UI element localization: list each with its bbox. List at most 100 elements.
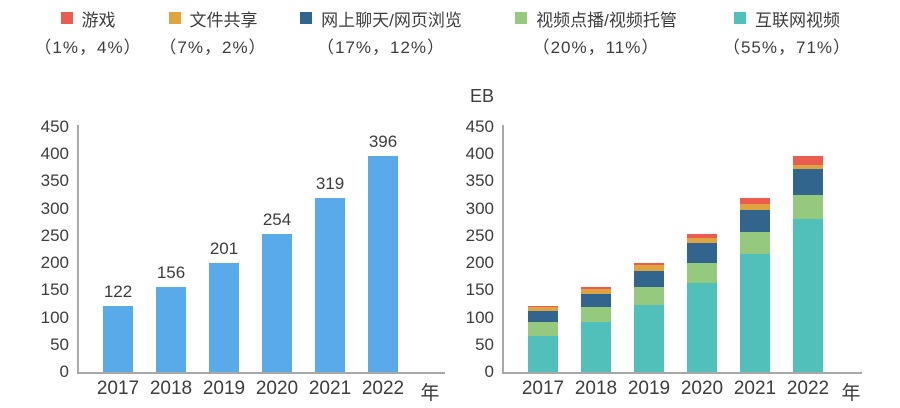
x-tick-label: 2017 — [96, 378, 140, 399]
x-tick-label: 2018 — [149, 378, 193, 399]
y-tick-label: 50 — [475, 334, 494, 354]
x-tick-label: 2019 — [202, 378, 246, 399]
x-tick-label: 2018 — [574, 378, 618, 399]
legend-swatch — [515, 12, 528, 24]
stacked-segment — [528, 322, 558, 336]
legend-entry: 游戏 — [60, 6, 116, 30]
stacked-segment — [634, 265, 664, 271]
y-tick-label: 250 — [40, 225, 69, 245]
stacked-segment — [528, 305, 558, 307]
y-tick-label: 0 — [59, 362, 69, 381]
legend-item: 文件共享 （7%，2%） — [152, 6, 274, 58]
x-tick-label: 2020 — [680, 378, 724, 399]
bar-value-label: 156 — [156, 263, 186, 283]
legend-swatch — [168, 12, 181, 24]
stacked-segment — [793, 165, 823, 170]
legend-entry: 文件共享 — [168, 6, 258, 30]
y-tick-label: 50 — [50, 334, 69, 354]
x-tick-label: 2022 — [361, 378, 405, 399]
legend-label: 网上聊天/网页浏览 — [321, 10, 462, 30]
stacked-segment — [687, 233, 717, 238]
bar — [368, 156, 398, 372]
bar — [209, 262, 239, 372]
y-tick-label: 450 — [465, 117, 494, 136]
y-tick-label: 400 — [465, 144, 494, 164]
y-axis-line — [502, 125, 504, 372]
y-tick-label: 250 — [465, 225, 494, 245]
stacked-segment — [793, 169, 823, 196]
legend-entry: 网上聊天/网页浏览 — [300, 6, 462, 30]
stacked-segment — [740, 198, 770, 205]
stacked-segment — [581, 322, 611, 372]
legend-label: 游戏 — [81, 10, 116, 30]
y-tick-label: 100 — [465, 307, 494, 327]
legend-item: 网上聊天/网页浏览 （17%，12%） — [297, 6, 465, 58]
y-tick-label: 200 — [465, 253, 494, 273]
x-tick-label: 2019 — [627, 378, 671, 399]
y-tick-label: 450 — [40, 117, 69, 136]
stacked-segment — [634, 262, 664, 266]
stacked-segment — [740, 204, 770, 210]
legend-swatch — [60, 12, 73, 24]
bar-value-label: 396 — [368, 132, 398, 152]
stacked-segment — [634, 270, 664, 288]
stacked-segment — [581, 288, 611, 294]
bar-value-label: 122 — [103, 281, 133, 301]
y-tick-label: 150 — [465, 280, 494, 300]
legend-item: 视频点播/视频托管 （20%，11%） — [510, 6, 682, 58]
stacked-segment — [793, 195, 823, 219]
y-tick-label: 400 — [40, 144, 69, 164]
x-tick-label: 2021 — [308, 378, 352, 399]
stacked-segment — [740, 209, 770, 233]
x-tick-label: 2021 — [733, 378, 777, 399]
stacked-segment — [687, 282, 717, 372]
bar-value-label: 254 — [262, 209, 292, 229]
legend-item: 游戏 （1%，4%） — [28, 6, 148, 58]
stacked-segment — [528, 311, 558, 323]
stacked-segment — [528, 306, 558, 311]
bar — [262, 233, 292, 372]
legend-label: 视频点播/视频托管 — [536, 10, 677, 30]
stacked-segment — [528, 335, 558, 372]
y-tick-label: 350 — [465, 171, 494, 191]
stacked-segment — [581, 287, 611, 289]
y-tick-label: 100 — [40, 307, 69, 327]
stacked-segment — [740, 254, 770, 372]
x-tick-label: 2022 — [786, 378, 830, 399]
x-axis-line — [502, 372, 862, 374]
stacked-segment — [793, 156, 823, 166]
stacked-segment — [687, 262, 717, 283]
stacked-segment — [687, 237, 717, 243]
y-tick-label: 300 — [465, 198, 494, 218]
stacked-segment — [740, 232, 770, 255]
x-tick-label: 2017 — [521, 378, 565, 399]
stacked-segment — [634, 287, 664, 306]
stacked-segment — [581, 307, 611, 323]
bar-value-label: 319 — [315, 174, 345, 194]
legend-label: 互联网视频 — [755, 10, 840, 30]
legend-percentages: （55%，71%） — [722, 38, 852, 57]
legend-percentages: （20%，11%） — [532, 38, 660, 57]
y-tick-label: 200 — [40, 253, 69, 273]
legend-label: 文件共享 — [189, 10, 258, 30]
legend-entry: 互联网视频 — [734, 6, 840, 30]
stacked-segment — [687, 242, 717, 263]
y-axis-unit-label: EB — [469, 86, 494, 106]
bar — [103, 305, 133, 372]
bar-value-label: 201 — [209, 238, 239, 258]
legend-item: 互联网视频 （55%，71%） — [703, 6, 871, 58]
stacked-segment — [581, 293, 611, 308]
legend-percentages: （17%，12%） — [316, 38, 446, 57]
legend-swatch — [300, 12, 313, 24]
x-tick-label: 2020 — [255, 378, 299, 399]
legend-percentages: （7%，2%） — [159, 38, 267, 57]
bar — [156, 287, 186, 372]
stacked-segment — [793, 219, 823, 372]
y-tick-label: 350 — [40, 171, 69, 191]
y-tick-label: 300 — [40, 198, 69, 218]
legend-swatch — [734, 12, 746, 24]
stacked-segment — [634, 305, 664, 372]
y-tick-label: 150 — [40, 280, 69, 300]
x-axis-unit-label: 年 — [420, 383, 440, 404]
